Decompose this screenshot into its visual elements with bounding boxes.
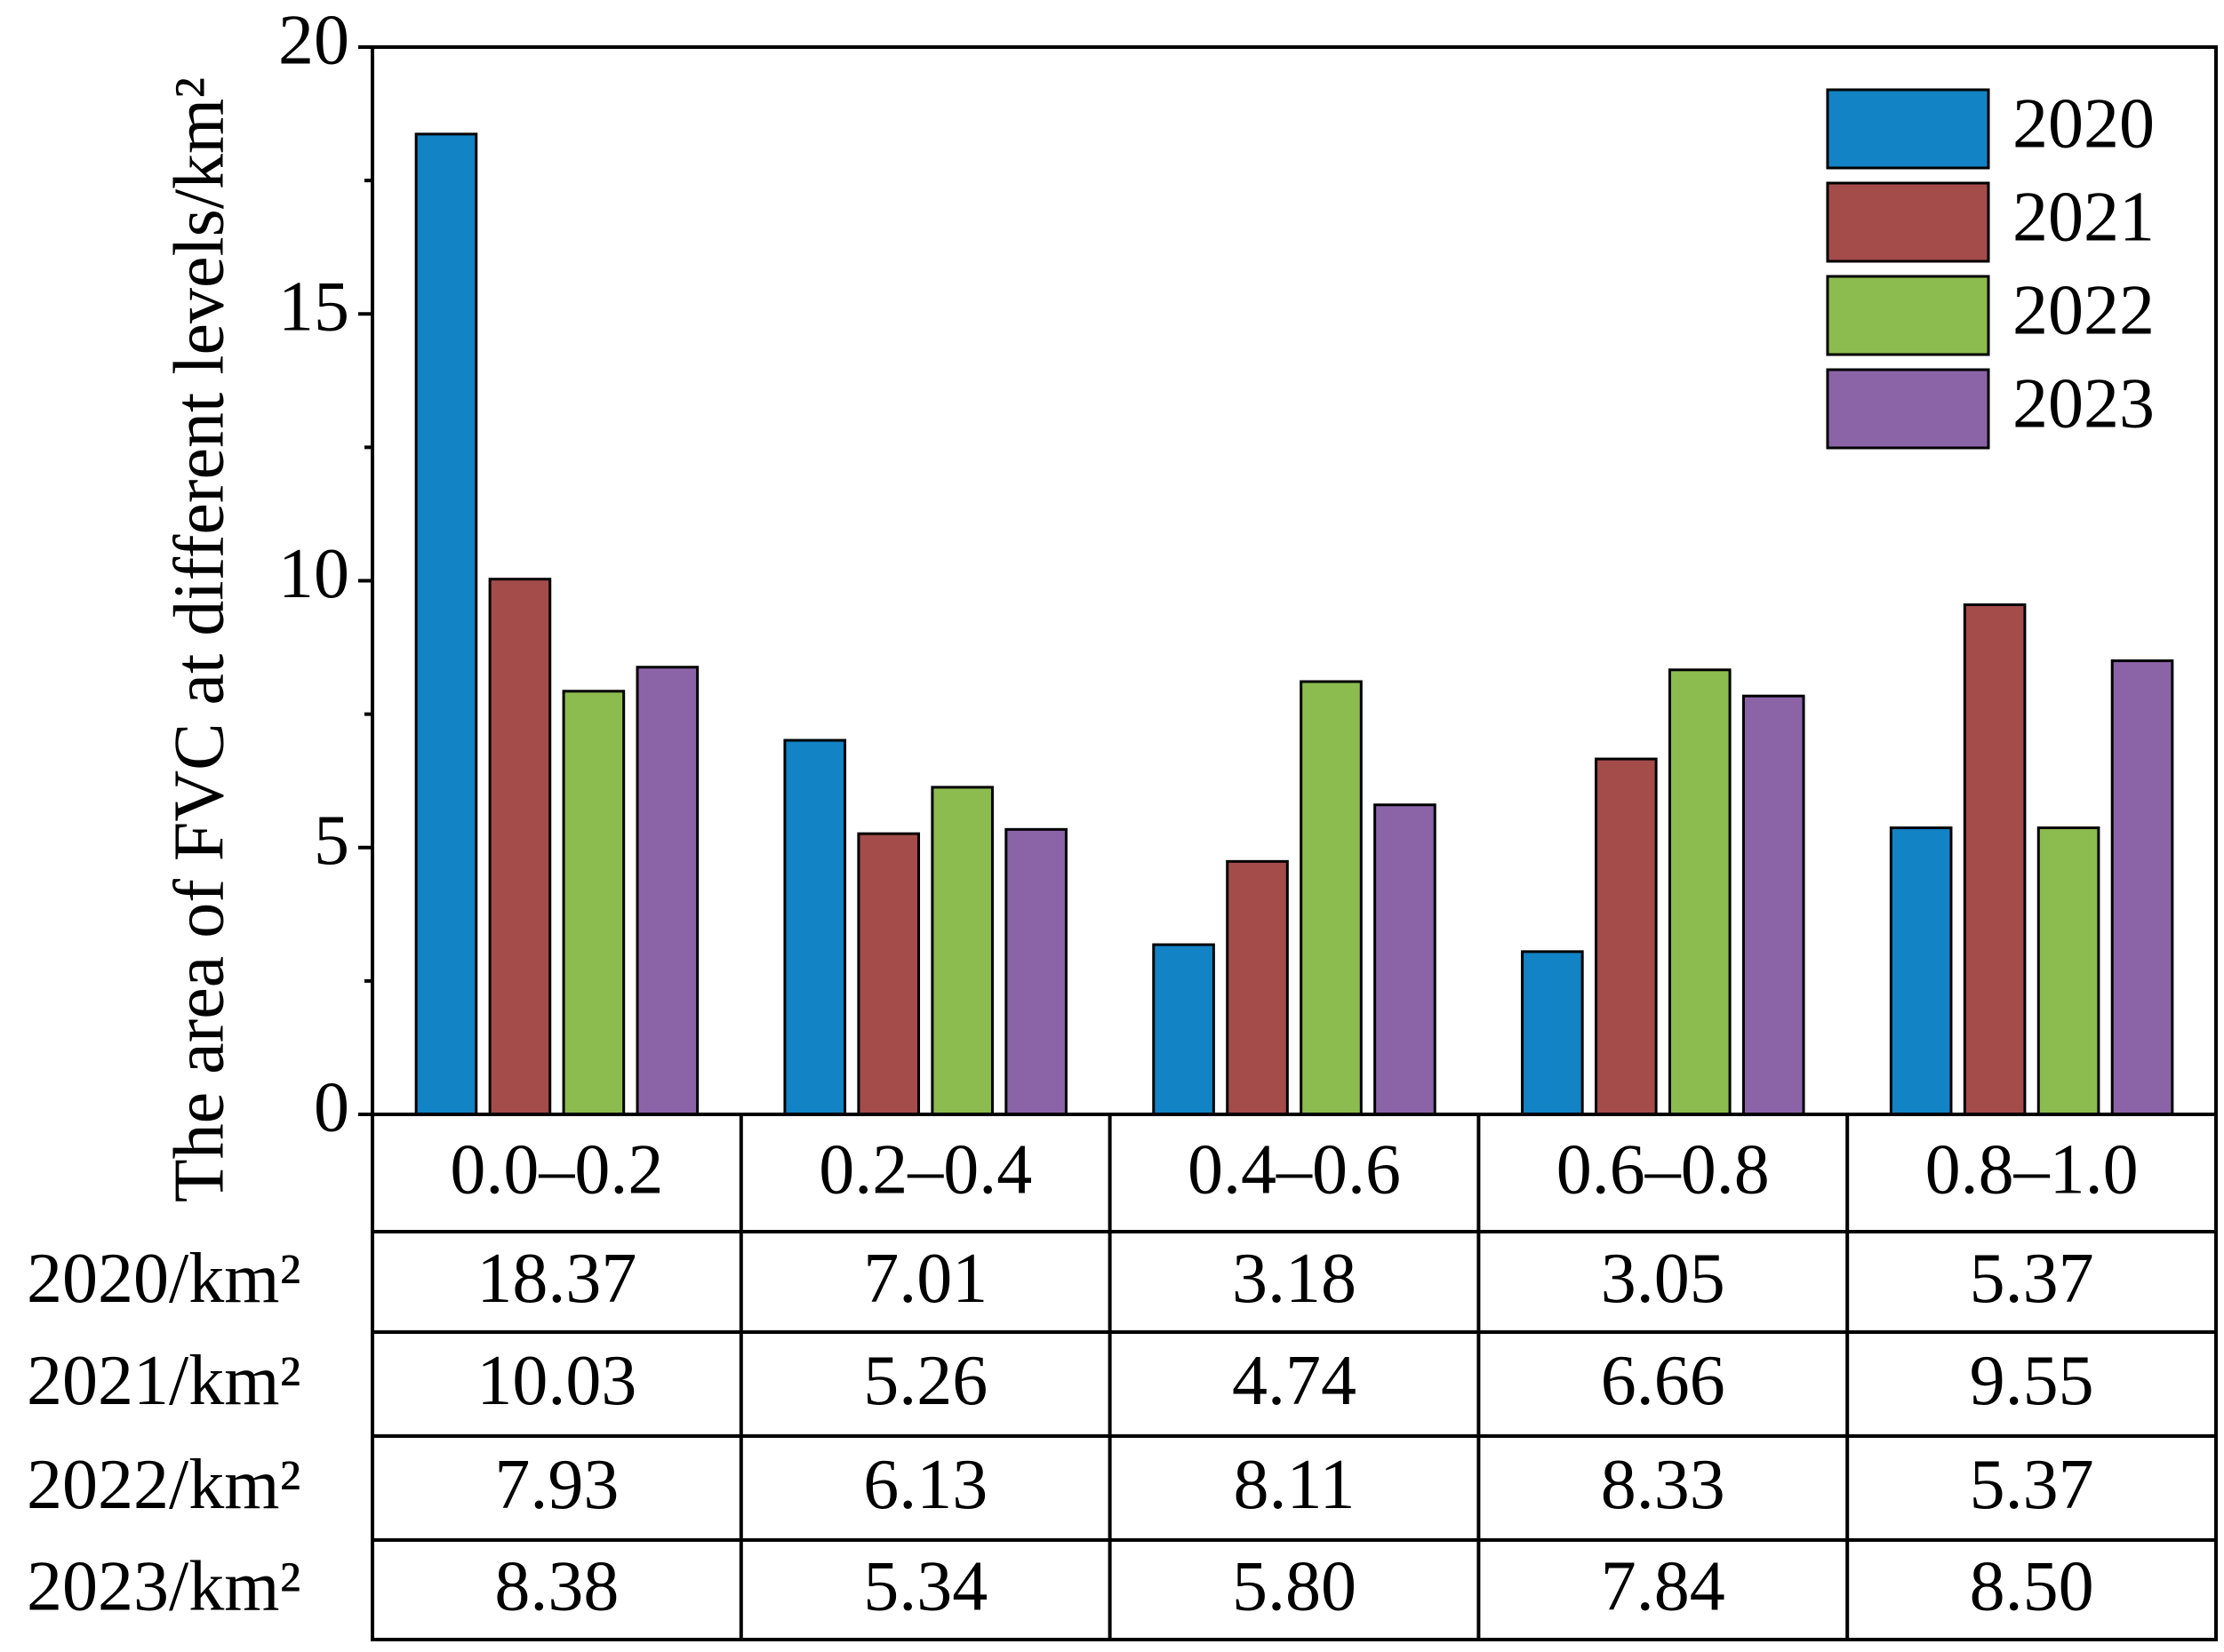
bar [1668, 668, 1732, 1116]
table-value: 6.13 [863, 1446, 988, 1524]
table-value: 5.37 [1970, 1240, 2094, 1318]
legend-swatch [1826, 368, 1990, 450]
x-tick-label: 0.8–1.0 [1925, 1130, 2139, 1209]
y-tick-label: 5 [314, 802, 349, 880]
table-value: 9.55 [1970, 1342, 2094, 1420]
table-value: 5.26 [863, 1342, 988, 1420]
bar [1004, 827, 1068, 1116]
bar [1889, 826, 1953, 1116]
table-value: 8.11 [1233, 1446, 1355, 1524]
table-value: 10.03 [476, 1342, 636, 1420]
table-value: 3.05 [1601, 1240, 1725, 1318]
table-value: 8.50 [1970, 1547, 2094, 1625]
table-value: 4.74 [1232, 1342, 1356, 1420]
row-label: 2022/km² [27, 1446, 300, 1524]
bar [2036, 826, 2100, 1116]
x-tick-label: 0.6–0.8 [1556, 1130, 1770, 1209]
table-value: 7.93 [494, 1446, 619, 1524]
legend-swatch [1826, 88, 1990, 170]
table-value: 7.01 [863, 1240, 988, 1318]
bar [1373, 803, 1436, 1116]
y-tick-label: 20 [278, 1, 349, 79]
bar [931, 786, 994, 1116]
table-value: 18.37 [476, 1240, 636, 1318]
bar [1300, 680, 1363, 1116]
row-label: 2023/km² [27, 1547, 300, 1625]
x-tick-label: 0.4–0.6 [1188, 1130, 1401, 1209]
y-axis-label: The area of FVC at different levels/km² [160, 77, 238, 1203]
bar [1595, 757, 1658, 1116]
bar [488, 578, 552, 1116]
bar [1741, 694, 1805, 1116]
legend-label: 2022 [2012, 271, 2155, 349]
bar [2110, 659, 2174, 1116]
bar [783, 738, 847, 1116]
bar [1152, 943, 1215, 1116]
y-tick-label: 0 [314, 1068, 349, 1146]
bar [1226, 859, 1289, 1116]
row-label: 2021/km² [27, 1342, 300, 1420]
table-value: 7.84 [1601, 1547, 1725, 1625]
bar [636, 666, 700, 1116]
bar [857, 832, 921, 1116]
table-value: 6.66 [1601, 1342, 1725, 1420]
bar [1521, 950, 1584, 1116]
x-tick-label: 0.2–0.4 [819, 1130, 1032, 1209]
table-value: 8.38 [494, 1547, 619, 1625]
legend-swatch [1826, 275, 1990, 356]
table-value: 5.80 [1232, 1547, 1356, 1625]
legend-label: 2021 [2012, 178, 2155, 256]
row-label: 2020/km² [27, 1240, 300, 1318]
table-value: 5.34 [863, 1547, 988, 1625]
bar [562, 690, 626, 1116]
bar [1963, 603, 2027, 1116]
table-value: 5.37 [1970, 1446, 2094, 1524]
legend-swatch [1826, 181, 1990, 263]
table-frame [371, 1113, 2218, 1641]
legend-label: 2023 [2012, 364, 2155, 443]
bar [414, 132, 478, 1116]
legend-label: 2020 [2012, 84, 2155, 163]
y-tick-label: 10 [278, 535, 349, 613]
table-value: 3.18 [1232, 1240, 1356, 1318]
x-tick-label: 0.0–0.2 [450, 1130, 663, 1209]
table-value: 8.33 [1601, 1446, 1725, 1524]
y-tick-label: 15 [278, 268, 349, 347]
